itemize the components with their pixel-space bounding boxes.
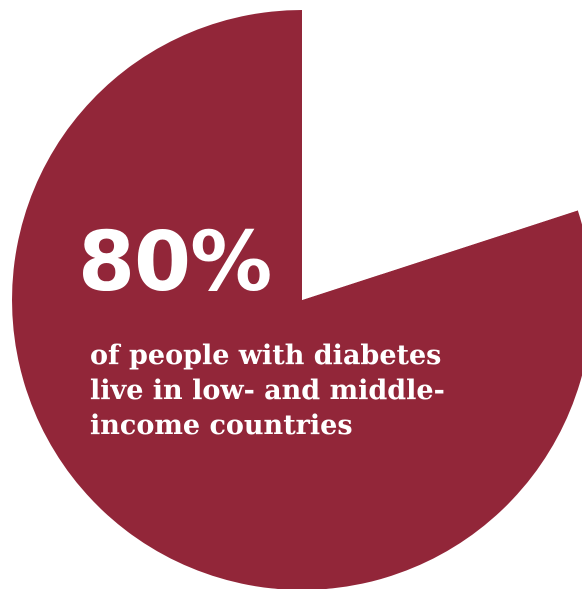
caption-line-2: live in low- and middle- bbox=[90, 375, 445, 406]
stat-caption: of people with diabetes live in low- and… bbox=[90, 338, 560, 443]
pie-slice-20 bbox=[302, 10, 578, 300]
pie-slice-80 bbox=[12, 10, 582, 589]
caption-line-3: income countries bbox=[90, 410, 353, 441]
caption-line-1: of people with diabetes bbox=[90, 340, 442, 371]
stat-percentage: 80% bbox=[78, 215, 272, 310]
